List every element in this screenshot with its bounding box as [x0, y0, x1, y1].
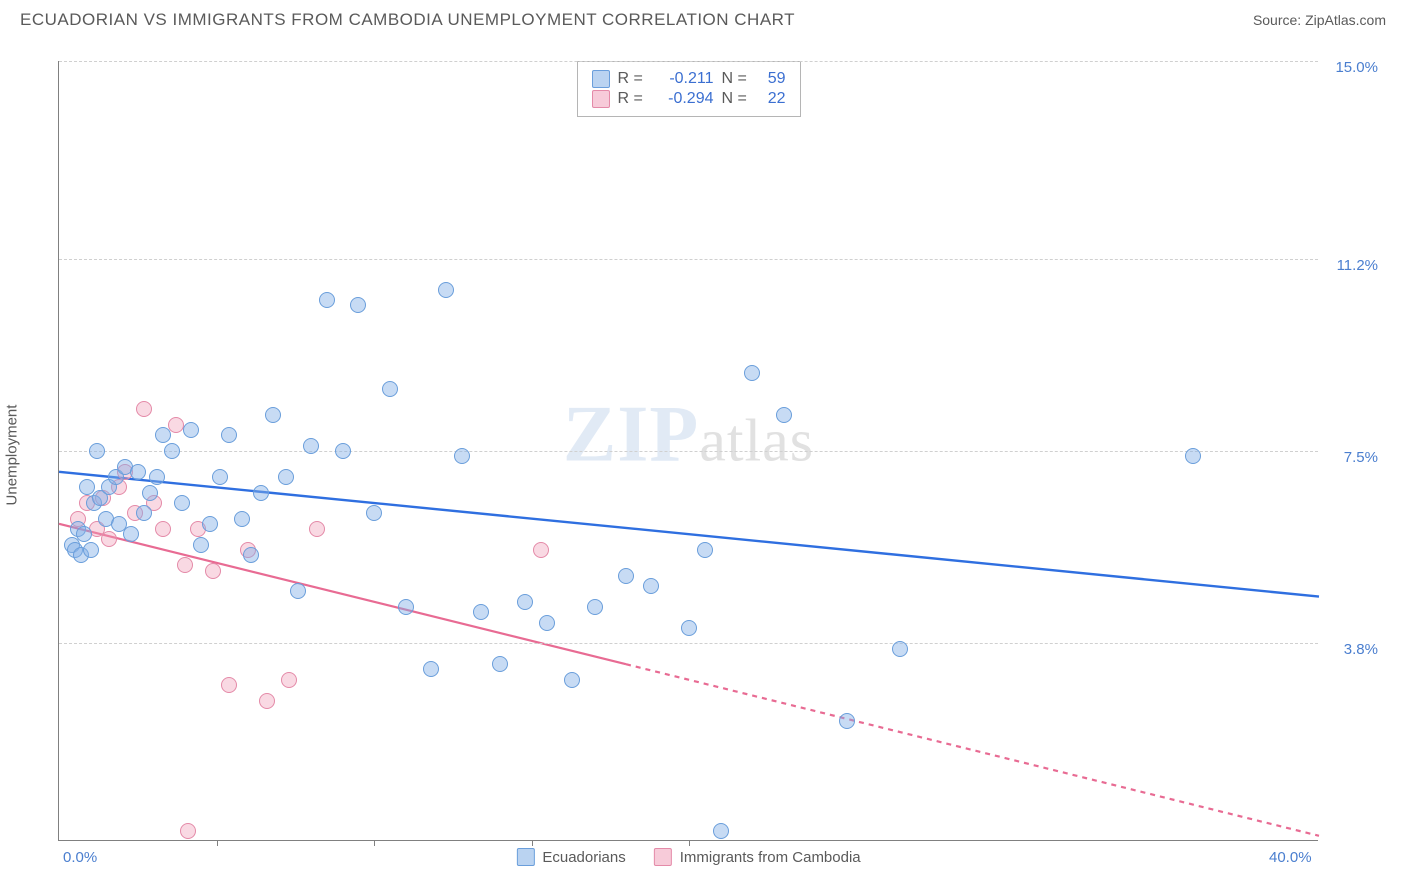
chart-container: Unemployment ZIPatlas R = -0.211 N = 59 …	[20, 45, 1386, 865]
data-point	[681, 620, 697, 636]
data-point	[533, 542, 549, 558]
x-tick-mark	[374, 840, 375, 846]
swatch-blue-icon	[516, 848, 534, 866]
data-point	[142, 485, 158, 501]
trend-line	[626, 664, 1319, 836]
data-point	[517, 594, 533, 610]
data-point	[454, 448, 470, 464]
swatch-blue-icon	[592, 70, 610, 88]
x-tick-mark	[689, 840, 690, 846]
correlation-row-blue: R = -0.211 N = 59	[592, 70, 786, 88]
data-point	[101, 531, 117, 547]
trend-line	[59, 472, 1319, 597]
data-point	[136, 505, 152, 521]
y-tick-label: 11.2%	[1323, 257, 1378, 274]
data-point	[265, 407, 281, 423]
data-point	[177, 557, 193, 573]
data-point	[149, 469, 165, 485]
data-point	[183, 422, 199, 438]
data-point	[350, 297, 366, 313]
data-point	[221, 427, 237, 443]
data-point	[130, 464, 146, 480]
gridline	[59, 61, 1318, 62]
plot-area: ZIPatlas R = -0.211 N = 59 R = -0.294 N …	[58, 61, 1318, 841]
data-point	[136, 401, 152, 417]
data-point	[174, 495, 190, 511]
data-point	[123, 526, 139, 542]
legend-item-pink: Immigrants from Cambodia	[654, 848, 861, 866]
data-point	[83, 542, 99, 558]
data-point	[281, 672, 297, 688]
data-point	[776, 407, 792, 423]
data-point	[155, 427, 171, 443]
data-point	[180, 823, 196, 839]
data-point	[164, 443, 180, 459]
data-point	[89, 443, 105, 459]
correlation-row-pink: R = -0.294 N = 22	[592, 90, 786, 108]
x-tick-mark	[532, 840, 533, 846]
data-point	[221, 677, 237, 693]
data-point	[382, 381, 398, 397]
data-point	[303, 438, 319, 454]
y-tick-label: 15.0%	[1323, 59, 1378, 76]
x-tick-mark	[217, 840, 218, 846]
y-axis-label: Unemployment	[4, 405, 21, 506]
data-point	[243, 547, 259, 563]
data-point	[319, 292, 335, 308]
x-tick-label: 0.0%	[63, 849, 97, 866]
data-point	[539, 615, 555, 631]
data-point	[335, 443, 351, 459]
source-label: Source: ZipAtlas.com	[1253, 12, 1386, 28]
data-point	[438, 282, 454, 298]
data-point	[618, 568, 634, 584]
legend-item-blue: Ecuadorians	[516, 848, 625, 866]
data-point	[744, 365, 760, 381]
correlation-box: R = -0.211 N = 59 R = -0.294 N = 22	[577, 61, 801, 117]
data-point	[309, 521, 325, 537]
data-point	[278, 469, 294, 485]
swatch-pink-icon	[592, 90, 610, 108]
data-point	[587, 599, 603, 615]
data-point	[366, 505, 382, 521]
data-point	[473, 604, 489, 620]
data-point	[713, 823, 729, 839]
data-point	[398, 599, 414, 615]
data-point	[193, 537, 209, 553]
gridline	[59, 451, 1318, 452]
x-tick-label: 40.0%	[1269, 849, 1312, 866]
data-point	[697, 542, 713, 558]
data-point	[492, 656, 508, 672]
data-point	[202, 516, 218, 532]
data-point	[643, 578, 659, 594]
y-tick-label: 3.8%	[1323, 641, 1378, 658]
chart-title: ECUADORIAN VS IMMIGRANTS FROM CAMBODIA U…	[20, 10, 795, 30]
swatch-pink-icon	[654, 848, 672, 866]
data-point	[253, 485, 269, 501]
data-point	[205, 563, 221, 579]
data-point	[1185, 448, 1201, 464]
data-point	[564, 672, 580, 688]
data-point	[839, 713, 855, 729]
data-point	[259, 693, 275, 709]
gridline	[59, 643, 1318, 644]
data-point	[290, 583, 306, 599]
data-point	[234, 511, 250, 527]
data-point	[892, 641, 908, 657]
data-point	[212, 469, 228, 485]
data-point	[155, 521, 171, 537]
y-tick-label: 7.5%	[1323, 449, 1378, 466]
data-point	[423, 661, 439, 677]
bottom-legend: Ecuadorians Immigrants from Cambodia	[516, 848, 860, 866]
gridline	[59, 259, 1318, 260]
data-point	[76, 526, 92, 542]
